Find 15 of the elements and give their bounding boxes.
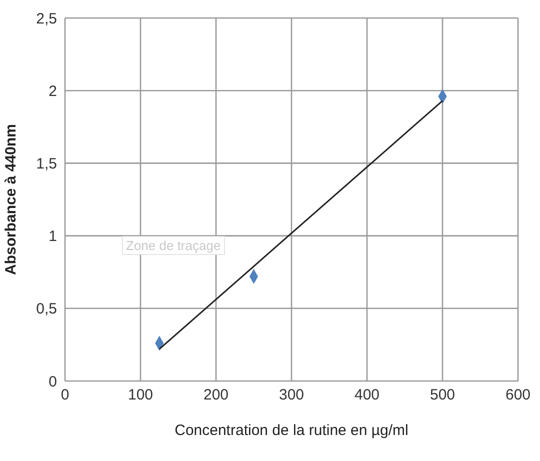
- x-tick-label: 600: [505, 386, 531, 404]
- x-tick-label: 300: [278, 386, 304, 404]
- y-tick-label: 2: [48, 82, 57, 100]
- y-tick-label: 0,5: [36, 300, 57, 318]
- y-tick-label: 2,5: [36, 10, 57, 28]
- x-tick-label: 500: [430, 386, 456, 404]
- x-tick-label: 100: [128, 386, 154, 404]
- y-axis-title: Absorbance à 440nm: [2, 124, 20, 275]
- x-tick-label: 0: [60, 386, 70, 404]
- y-tick-label: 0: [48, 373, 57, 390]
- y-tick-label: 1,5: [36, 156, 57, 173]
- x-tick-label: 400: [354, 386, 380, 404]
- x-axis-title: Concentration de la rutine en µg/ml: [174, 422, 408, 439]
- y-tick-label: 1: [48, 228, 57, 246]
- x-tick-label: 200: [203, 386, 229, 404]
